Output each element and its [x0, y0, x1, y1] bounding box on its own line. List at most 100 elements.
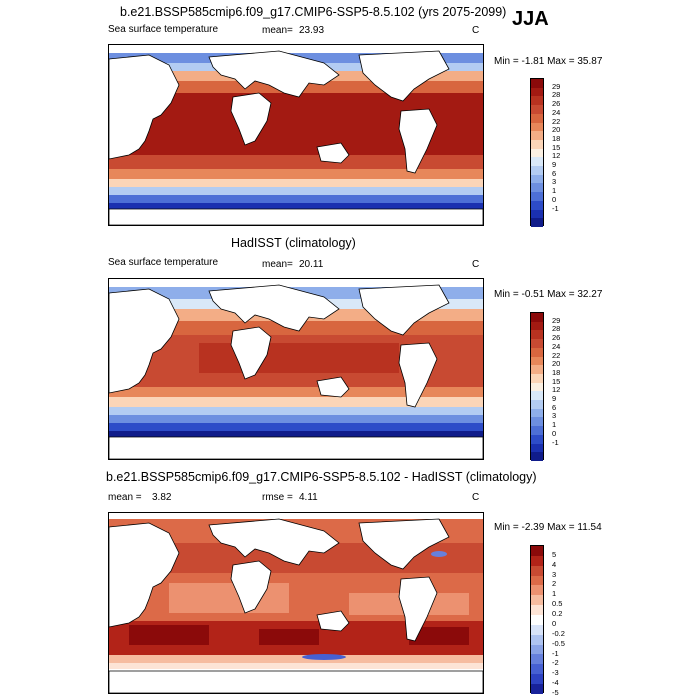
colorbar-tick-label: 26: [552, 99, 561, 109]
colorbar-swatch: [531, 664, 543, 675]
colorbar-swatch: [531, 192, 543, 201]
colorbar-swatch: [531, 615, 543, 625]
colorbar-tick-label: 29: [552, 81, 561, 91]
panel3-minmax: Min = -2.39 Max = 11.54: [494, 522, 602, 533]
colorbar-swatch: [531, 347, 543, 357]
colorbar-tick-label: -3: [552, 668, 559, 678]
colorbar-tick-label: -1: [552, 648, 559, 658]
colorbar-swatch: [531, 644, 543, 655]
colorbar-tick-label: 26: [552, 333, 561, 343]
colorbar-tick-label: 6: [552, 402, 557, 412]
colorbar-swatch: [531, 417, 543, 427]
colorbar-tick-label: 29: [552, 315, 561, 325]
colorbar-swatch: [531, 365, 543, 374]
colorbar-swatch: [531, 87, 543, 97]
colorbar-swatch: [531, 443, 543, 453]
panel2-colorbar: [530, 312, 544, 461]
colorbar-swatch: [531, 391, 543, 401]
colorbar-tick-label: 4: [552, 559, 557, 569]
colorbar-tick-label: 15: [552, 142, 561, 152]
colorbar-tick-label: 20: [552, 359, 561, 369]
panel2-mean-label: mean=: [262, 259, 293, 270]
colorbar-tick-label: 0: [552, 194, 557, 204]
colorbar-tick-label: 1: [552, 420, 557, 430]
colorbar-tick-label: 1: [552, 186, 557, 196]
colorbar-tick-label: 18: [552, 133, 561, 143]
colorbar-swatch: [531, 113, 543, 123]
colorbar-swatch: [531, 122, 543, 132]
colorbar-swatch: [531, 634, 543, 645]
panel1-mean-value: 23.93: [299, 25, 325, 36]
colorbar-swatch: [531, 157, 543, 167]
colorbar-tick-label: 0.5: [552, 599, 563, 609]
panel1-title: b.e21.BSSP585cmip6.f09_g17.CMIP6-SSP5-8.…: [120, 5, 507, 19]
colorbar-tick-label: 3: [552, 411, 557, 421]
colorbar-tick-label: 5: [552, 549, 557, 559]
colorbar-tick-label: 12: [552, 151, 561, 161]
colorbar-tick-label: 3: [552, 569, 557, 579]
colorbar-tick-label: 6: [552, 168, 557, 178]
panel1-minmax: Min = -1.81 Max = 35.87: [494, 56, 603, 67]
panel1-mean-label: mean=: [262, 25, 293, 36]
colorbar-tick-label: 20: [552, 125, 561, 135]
season-label: JJA: [512, 8, 549, 30]
colorbar-tick-label: 22: [552, 350, 561, 360]
panel3-title: b.e21.BSSP585cmip6.f09_g17.CMIP6-SSP5-8.…: [106, 470, 537, 484]
colorbar-tick-label: 9: [552, 394, 557, 404]
colorbar-tick-label: -2: [552, 658, 559, 668]
colorbar-tick-label: -0.5: [552, 638, 565, 648]
colorbar-swatch: [531, 330, 543, 340]
colorbar-swatch: [531, 356, 543, 366]
colorbar-swatch: [531, 400, 543, 409]
colorbar-swatch: [531, 565, 543, 576]
colorbar-tick-label: 28: [552, 90, 561, 100]
panel3-colorbar: [530, 545, 544, 694]
colorbar-tick-label: 15: [552, 376, 561, 386]
colorbar-swatch: [531, 200, 543, 210]
colorbar-swatch: [531, 555, 543, 566]
colorbar-swatch: [531, 105, 543, 114]
colorbar-tick-label: 0.2: [552, 609, 563, 619]
colorbar-swatch: [531, 605, 543, 616]
colorbar-swatch: [531, 321, 543, 331]
panel3-difference-field: [109, 513, 483, 693]
colorbar-swatch: [531, 575, 543, 586]
colorbar-swatch: [531, 624, 543, 635]
colorbar-tick-label: -4: [552, 678, 559, 688]
colorbar-tick-label: -1: [552, 437, 559, 447]
colorbar-swatch: [531, 96, 543, 106]
colorbar-swatch: [531, 79, 543, 88]
colorbar-tick-label: -0.2: [552, 628, 565, 638]
colorbar-swatch: [531, 684, 543, 694]
panel3-rmse-value: 4.11: [299, 492, 318, 503]
colorbar-swatch: [531, 166, 543, 175]
colorbar-tick-label: 0: [552, 618, 557, 628]
panel1-map: [108, 44, 484, 226]
colorbar-swatch: [531, 426, 543, 435]
panel2-minmax: Min = -0.51 Max = 32.27: [494, 289, 603, 300]
colorbar-tick-label: 2: [552, 579, 557, 589]
colorbar-swatch: [531, 131, 543, 140]
panel3-map: [108, 512, 484, 694]
colorbar-swatch: [531, 218, 543, 227]
colorbar-swatch: [531, 209, 543, 219]
colorbar-swatch: [531, 139, 543, 149]
panel2-variable-label: Sea surface temperature: [108, 257, 219, 268]
panel2-sst-field: [109, 279, 483, 459]
panel3-unit: C: [472, 492, 480, 503]
colorbar-tick-label: 24: [552, 107, 561, 117]
colorbar-swatch: [531, 546, 543, 556]
panel3-mean-value: 3.82: [152, 492, 172, 503]
panel2-title: HadISST (climatology): [231, 236, 356, 250]
panel3-mean-label: mean =: [108, 492, 142, 503]
panel2-mean-value: 20.11: [299, 259, 324, 270]
panel1-sst-field: [109, 45, 483, 225]
panel2-unit: C: [472, 259, 480, 270]
colorbar-tick-label: -5: [552, 688, 559, 697]
panel3-rmse-label: rmse =: [262, 492, 293, 503]
colorbar-swatch: [531, 313, 543, 322]
colorbar-tick-label: 28: [552, 324, 561, 334]
colorbar-tick-label: 18: [552, 367, 561, 377]
panel1-variable-label: Sea surface temperature: [108, 24, 219, 35]
colorbar-swatch: [531, 382, 543, 392]
